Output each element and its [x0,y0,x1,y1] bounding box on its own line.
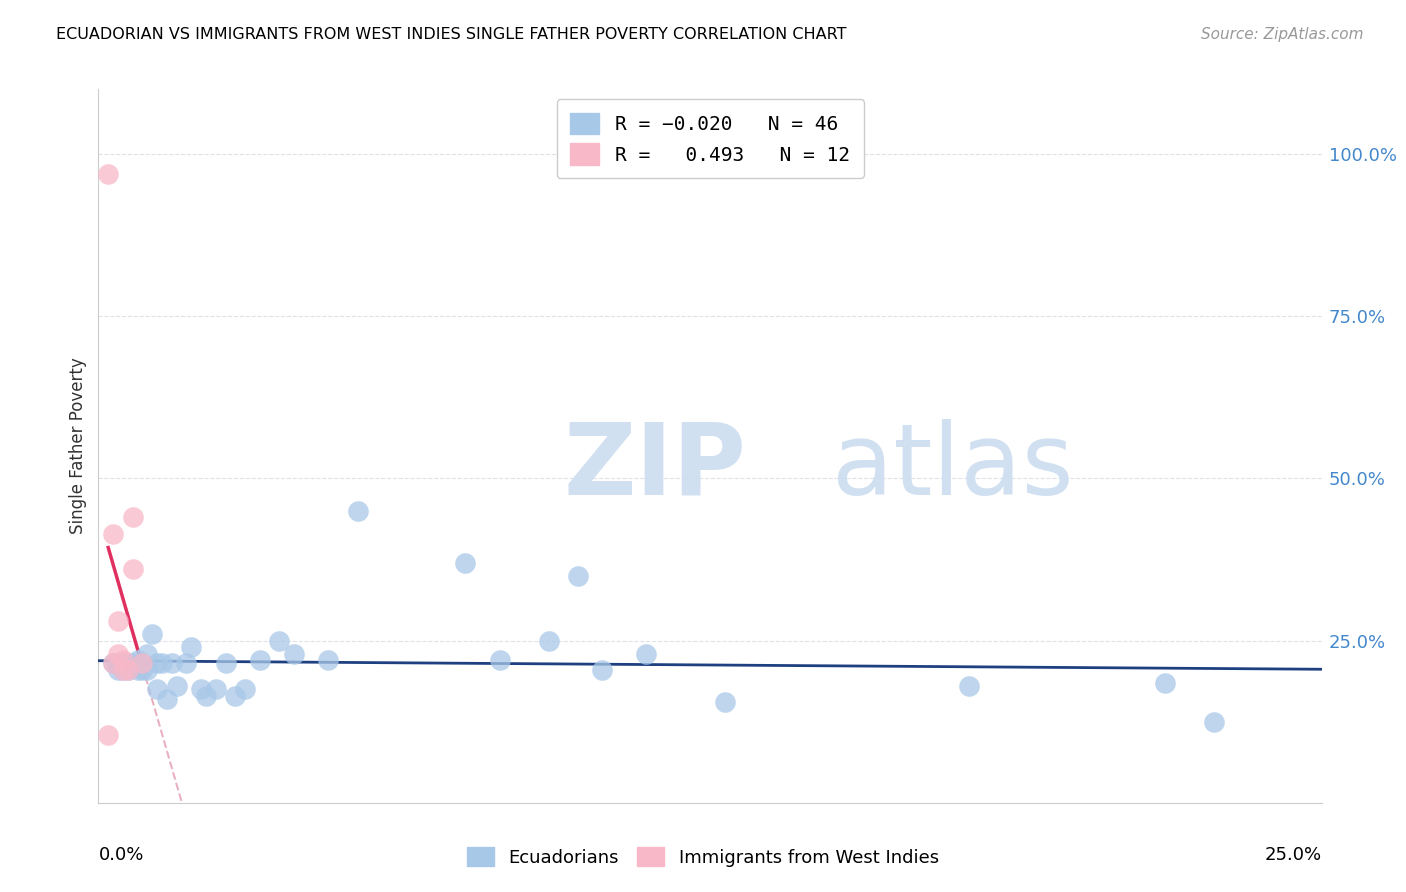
Point [636,647,658,661]
Point [121,562,143,576]
Point [117,663,139,677]
Point [136,647,159,661]
Text: ECUADORIAN VS IMMIGRANTS FROM WEST INDIES SINGLE FATHER POVERTY CORRELATION CHAR: ECUADORIAN VS IMMIGRANTS FROM WEST INDIE… [56,27,846,42]
Point [101,657,124,671]
Point [454,556,477,570]
Point [127,663,149,677]
Point [111,659,134,673]
Text: ZIP: ZIP [564,419,747,516]
Point [107,663,129,677]
Point [121,657,143,671]
Point [166,679,188,693]
Point [156,692,179,706]
Point [150,657,173,671]
Point [346,504,368,518]
Point [713,695,735,709]
Point [97,167,120,181]
Point [283,647,305,661]
Point [591,663,613,677]
Point [111,663,134,677]
Point [1154,675,1177,690]
Point [111,653,134,667]
Point [146,682,169,697]
Point [101,657,124,671]
Point [117,657,139,671]
Point [233,682,256,697]
Y-axis label: Single Father Poverty: Single Father Poverty [69,358,87,534]
Legend: R = −0.020   N = 46, R =   0.493   N = 12: R = −0.020 N = 46, R = 0.493 N = 12 [557,99,863,178]
Point [121,659,143,673]
Point [214,657,236,671]
Point [127,653,149,667]
Point [1202,714,1225,729]
Point [111,657,134,671]
Point [176,657,198,671]
Point [957,679,980,693]
Point [224,689,246,703]
Point [205,682,228,697]
Point [97,728,120,742]
Point [131,663,153,677]
Point [249,653,271,667]
Point [537,633,560,648]
Point [488,653,510,667]
Text: Source: ZipAtlas.com: Source: ZipAtlas.com [1201,27,1364,42]
Point [111,663,134,677]
Text: 25.0%: 25.0% [1264,846,1322,863]
Point [567,568,589,582]
Point [121,510,143,524]
Point [141,627,163,641]
Point [136,663,159,677]
Point [107,657,129,671]
Point [117,663,139,677]
Point [160,657,183,671]
Legend: Ecuadorians, Immigrants from West Indies: Ecuadorians, Immigrants from West Indies [460,840,946,874]
Point [101,526,124,541]
Point [180,640,202,654]
Point [269,633,291,648]
Point [146,657,169,671]
Point [318,653,340,667]
Point [131,657,153,671]
Point [107,614,129,628]
Text: atlas: atlas [832,419,1074,516]
Point [195,689,218,703]
Point [190,682,212,697]
Text: 0.0%: 0.0% [98,846,143,863]
Point [107,647,129,661]
Point [131,657,153,671]
